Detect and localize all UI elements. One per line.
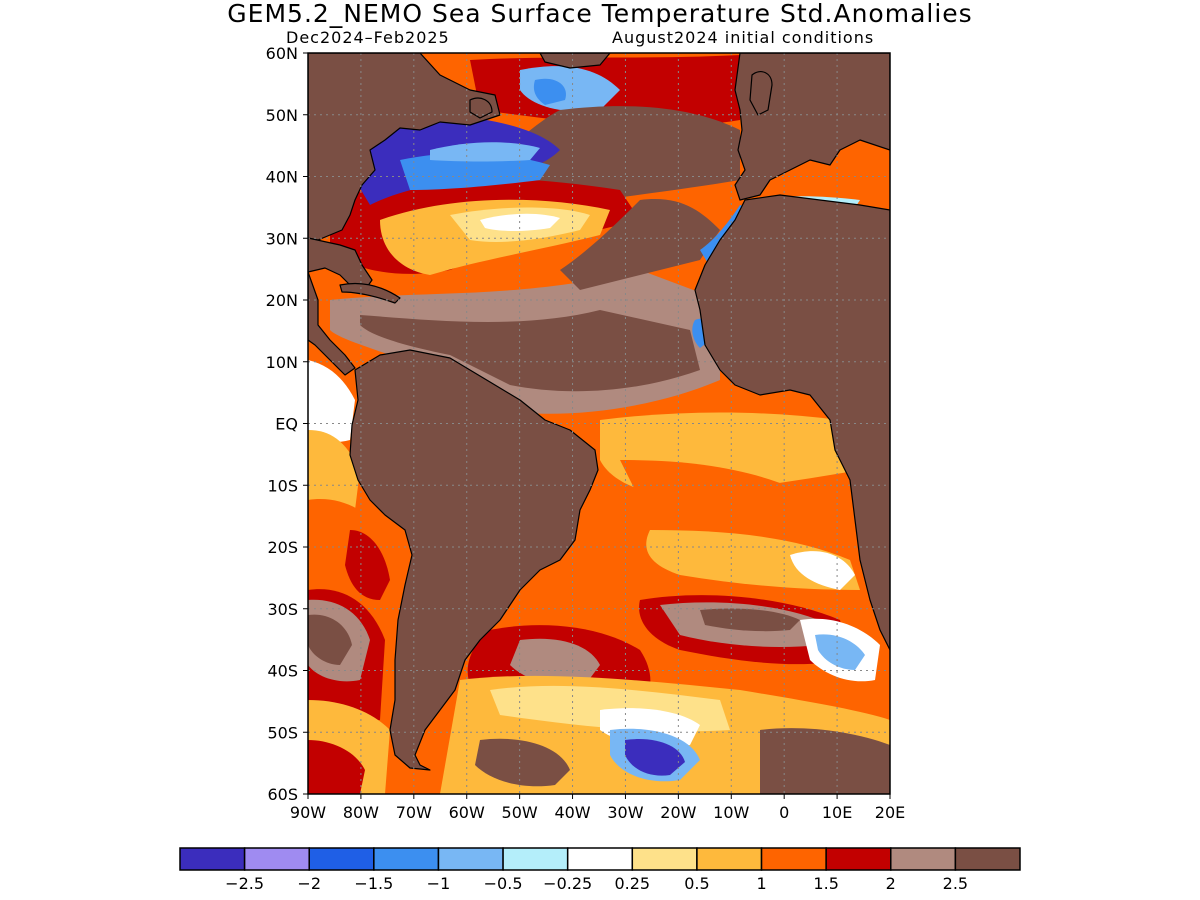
longitude-label: 40W — [554, 803, 590, 822]
longitude-label: 70W — [396, 803, 432, 822]
latitude-label: 60S — [267, 785, 298, 804]
colorbar-swatch — [180, 848, 245, 870]
colorbar-label: −2 — [297, 874, 321, 893]
colorbar-swatch — [955, 848, 1020, 870]
colorbar-label: −0.5 — [484, 874, 523, 893]
colorbar-swatch — [374, 848, 439, 870]
longitude-label: 10E — [822, 803, 852, 822]
longitude-label: 20W — [660, 803, 696, 822]
latitude-label: 10N — [266, 353, 298, 372]
colorbar-label: −0.25 — [543, 874, 592, 893]
sst-anomaly-map: 60N 50N 40N 30N 20N 10N EQ 10S 20S 30S 40S 50S 60S 9… — [0, 0, 1200, 900]
longitude-label: 10W — [713, 803, 749, 822]
longitude-label: 0 — [779, 803, 789, 822]
colorbar-swatch — [245, 848, 310, 870]
colorbar-label: 0.5 — [684, 874, 709, 893]
latitude-label: 40N — [266, 168, 298, 187]
latitude-label: 10S — [267, 476, 298, 495]
colorbar-label: 1 — [756, 874, 766, 893]
latitude-label: 50S — [267, 723, 298, 742]
colorbar-label: 2.5 — [943, 874, 968, 893]
longitude-label: 60W — [449, 803, 485, 822]
colorbar-swatch — [503, 848, 568, 870]
longitude-labels: 90W 80W 70W 60W 50W 40W 30W 20W 10W 0 10E 20E — [290, 794, 905, 822]
latitude-label: 50N — [266, 106, 298, 125]
longitude-label: 80W — [343, 803, 379, 822]
colorbar-swatch — [309, 848, 374, 870]
colorbar-swatch — [568, 848, 633, 870]
latitude-label: 60N — [266, 44, 298, 63]
latitude-label: 30S — [267, 600, 298, 619]
latitude-label: 40S — [267, 662, 298, 681]
latitude-label: EQ — [275, 415, 298, 434]
colorbar-label: −2.5 — [225, 874, 264, 893]
latitude-label: 20S — [267, 538, 298, 557]
longitude-label: 30W — [607, 803, 643, 822]
latitude-label: 30N — [266, 229, 298, 248]
colorbar-label: 2 — [886, 874, 896, 893]
colorbar: −2.5 −2 −1.5 −1 −0.5 −0.25 0.25 0.5 1 1.5 2 2.5 — [180, 848, 1020, 893]
colorbar-label: −1.5 — [354, 874, 393, 893]
colorbar-swatch — [438, 848, 503, 870]
colorbar-label: 1.5 — [813, 874, 838, 893]
longitude-label: 20E — [875, 803, 905, 822]
colorbar-swatch — [891, 848, 956, 870]
colorbar-label: −1 — [427, 874, 451, 893]
colorbar-swatch — [632, 848, 697, 870]
colorbar-swatch — [826, 848, 891, 870]
longitude-label: 50W — [502, 803, 538, 822]
map-field — [308, 53, 890, 794]
longitude-label: 90W — [290, 803, 326, 822]
colorbar-swatch — [697, 848, 762, 870]
latitude-label: 20N — [266, 291, 298, 310]
colorbar-swatch — [762, 848, 827, 870]
colorbar-label: 0.25 — [614, 874, 650, 893]
latitude-labels: 60N 50N 40N 30N 20N 10N EQ 10S 20S 30S 40S 50S 60S — [266, 44, 308, 804]
